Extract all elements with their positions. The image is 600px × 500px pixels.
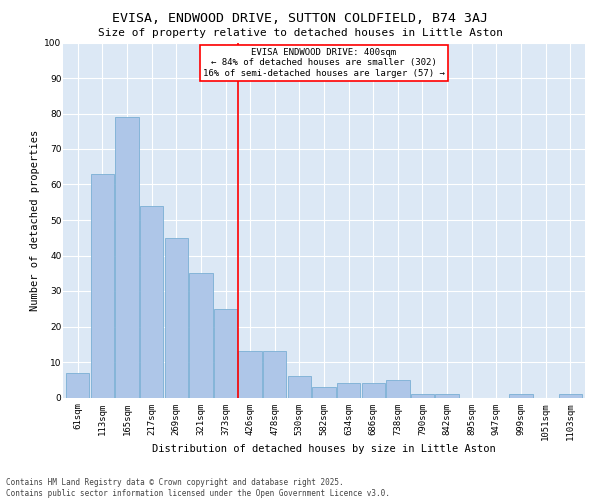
X-axis label: Distribution of detached houses by size in Little Aston: Distribution of detached houses by size … xyxy=(152,444,496,454)
Text: EVISA, ENDWOOD DRIVE, SUTTON COLDFIELD, B74 3AJ: EVISA, ENDWOOD DRIVE, SUTTON COLDFIELD, … xyxy=(112,12,488,26)
Bar xyxy=(411,394,434,398)
Text: Size of property relative to detached houses in Little Aston: Size of property relative to detached ho… xyxy=(97,28,503,38)
Bar xyxy=(189,273,212,398)
Bar xyxy=(115,117,139,398)
Bar xyxy=(263,352,286,398)
Bar xyxy=(559,394,582,398)
Bar xyxy=(164,238,188,398)
Bar xyxy=(214,308,237,398)
Text: EVISA ENDWOOD DRIVE: 400sqm
← 84% of detached houses are smaller (302)
16% of se: EVISA ENDWOOD DRIVE: 400sqm ← 84% of det… xyxy=(203,48,445,78)
Bar xyxy=(337,384,361,398)
Bar xyxy=(386,380,410,398)
Bar xyxy=(66,372,89,398)
Bar xyxy=(140,206,163,398)
Text: Contains HM Land Registry data © Crown copyright and database right 2025.
Contai: Contains HM Land Registry data © Crown c… xyxy=(6,478,390,498)
Bar xyxy=(238,352,262,398)
Bar xyxy=(436,394,459,398)
Bar xyxy=(362,384,385,398)
Bar xyxy=(287,376,311,398)
Bar xyxy=(509,394,533,398)
Bar xyxy=(313,387,335,398)
Bar xyxy=(91,174,114,398)
Y-axis label: Number of detached properties: Number of detached properties xyxy=(30,130,40,310)
